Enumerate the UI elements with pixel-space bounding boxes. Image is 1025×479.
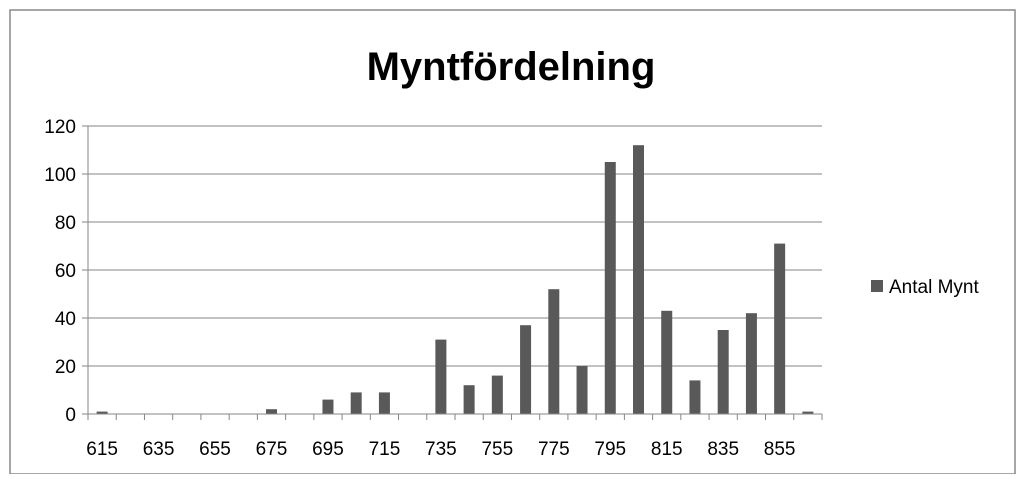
bar-855	[774, 243, 786, 414]
x-tick-label-795: 795	[594, 439, 626, 460]
bar-755	[491, 375, 503, 414]
y-tick-label-60: 60	[55, 261, 76, 282]
bar-745	[463, 385, 475, 414]
x-tick-label-855: 855	[764, 439, 796, 460]
x-axis-ticks: 615 635 655 675 695 715 735 755 775 795 815 835 855	[86, 414, 823, 460]
gridlines	[88, 125, 822, 367]
legend-swatch	[871, 280, 883, 292]
bar-805	[633, 145, 644, 414]
legend-label: Antal Mynt	[889, 277, 979, 298]
bar-705	[350, 392, 362, 414]
bar-865	[802, 411, 814, 414]
chart-border	[9, 9, 1016, 475]
x-tick-label-615: 615	[86, 439, 118, 460]
x-tick-label-675: 675	[256, 439, 288, 460]
bar-615	[96, 411, 108, 414]
y-tick-label-20: 20	[55, 357, 76, 378]
legend: Antal Mynt	[871, 277, 979, 298]
y-tick-label-0: 0	[65, 405, 76, 426]
bar-835	[717, 330, 729, 414]
bar-825	[689, 380, 701, 414]
x-tick-label-775: 775	[538, 439, 570, 460]
x-tick-label-815: 815	[651, 439, 683, 460]
bar-series	[96, 145, 814, 414]
bar-675	[266, 409, 277, 414]
bar-695	[322, 399, 334, 414]
y-tick-label-120: 120	[44, 117, 76, 138]
bar-735	[435, 339, 447, 414]
chart-title: Myntfördelning	[367, 45, 656, 89]
bar-785	[576, 366, 588, 414]
bar-765	[520, 325, 532, 414]
bar-845	[745, 313, 757, 414]
x-tick-label-695: 695	[312, 439, 344, 460]
x-tick-label-755: 755	[481, 439, 513, 460]
x-tick-label-835: 835	[707, 439, 739, 460]
bar-795	[604, 162, 616, 414]
bar-815	[661, 310, 673, 414]
x-tick-label-735: 735	[425, 439, 457, 460]
y-tick-label-80: 80	[55, 213, 76, 234]
x-tick-label-715: 715	[369, 439, 401, 460]
bar-715	[378, 392, 390, 414]
x-tick-label-655: 655	[199, 439, 231, 460]
x-tick-label-635: 635	[143, 439, 175, 460]
y-tick-label-100: 100	[44, 165, 76, 186]
bar-775	[548, 289, 560, 414]
y-axis-ticks: 0 20 40 60 80 100 120	[44, 117, 88, 426]
y-tick-label-40: 40	[55, 309, 76, 330]
